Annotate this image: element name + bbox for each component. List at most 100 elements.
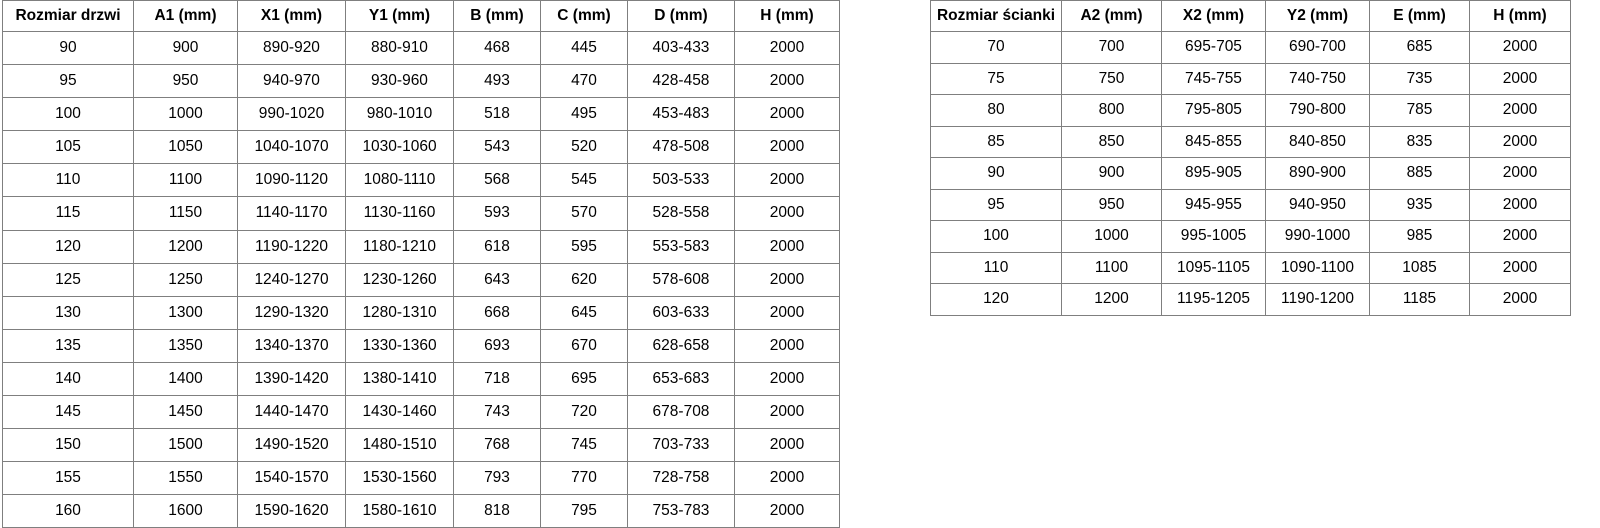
table-row: 85 850 845-855 840-850 835 2000 xyxy=(930,125,1571,158)
table-cell: 495 xyxy=(540,97,628,132)
table-cell: 2000 xyxy=(734,229,840,264)
table-cell: 880-910 xyxy=(345,30,454,66)
table-cell: 1190-1220 xyxy=(237,229,346,264)
table-cell: 445 xyxy=(540,30,628,66)
table-cell: 145 xyxy=(2,395,134,430)
table-header-row: Rozmiar ścianki A2 (mm) X2 (mm) Y2 (mm) E (m… xyxy=(930,0,1571,32)
table-cell: 1540-1570 xyxy=(237,461,346,496)
column-header: A1 (mm) xyxy=(133,0,238,32)
table-cell: 990-1020 xyxy=(237,97,346,132)
table-cell: 835 xyxy=(1369,125,1470,158)
table-cell: 2000 xyxy=(734,461,840,496)
table-cell: 2000 xyxy=(734,163,840,198)
table-cell: 950 xyxy=(1061,188,1162,221)
table-row: 125 1250 1240-1270 1230-1260 643 620 578-608 20… xyxy=(2,262,840,297)
table-cell: 545 xyxy=(540,163,628,198)
table-cell: 2000 xyxy=(1469,31,1571,64)
table-row: 150 1500 1490-1520 1480-1510 768 745 703-733 20… xyxy=(2,428,840,463)
table-cell: 890-900 xyxy=(1265,157,1370,190)
table-cell: 140 xyxy=(2,361,134,397)
table-cell: 518 xyxy=(453,97,541,132)
table-cell: 800 xyxy=(1061,94,1162,127)
table-cell: 1040-1070 xyxy=(237,130,346,165)
table-cell: 695 xyxy=(540,361,628,397)
table-cell: 1600 xyxy=(133,494,238,528)
table-cell: 795 xyxy=(540,494,628,528)
table-cell: 75 xyxy=(930,62,1062,95)
table-row: 105 1050 1040-1070 1030-1060 543 520 478-508 20… xyxy=(2,130,840,165)
table-cell: 100 xyxy=(2,97,134,132)
table-row: 155 1550 1540-1570 1530-1560 793 770 728-758 20… xyxy=(2,461,840,496)
table-cell: 70 xyxy=(930,31,1062,64)
column-header: Y2 (mm) xyxy=(1265,0,1370,32)
wall-size-table-wrapper: Rozmiar ścianki A2 (mm) X2 (mm) Y2 (mm) E (m… xyxy=(930,0,1571,316)
door-size-table-wrapper: Rozmiar drzwi A1 (mm) X1 (mm) Y1 (mm) B (mm)… xyxy=(2,0,840,528)
table-row: 120 1200 1195-1205 1190-1200 1185 2000 xyxy=(930,283,1571,316)
column-header: H (mm) xyxy=(734,0,840,32)
table-cell: 670 xyxy=(540,328,628,363)
column-header: H (mm) xyxy=(1469,0,1571,32)
table-cell: 750 xyxy=(1061,62,1162,95)
table-cell: 2000 xyxy=(734,361,840,397)
table-row: 80 800 795-805 790-800 785 2000 xyxy=(930,94,1571,127)
table-cell: 1140-1170 xyxy=(237,196,346,231)
table-cell: 95 xyxy=(930,188,1062,221)
table-row: 75 750 745-755 740-750 735 2000 xyxy=(930,62,1571,95)
table-cell: 995-1005 xyxy=(1161,220,1266,253)
table-cell: 1185 xyxy=(1369,283,1470,316)
table-cell: 940-970 xyxy=(237,64,346,99)
table-cell: 1050 xyxy=(133,130,238,165)
column-header: E (mm) xyxy=(1369,0,1470,32)
wall-size-table: Rozmiar ścianki A2 (mm) X2 (mm) Y2 (mm) E (m… xyxy=(930,0,1571,316)
table-row: 100 1000 995-1005 990-1000 985 2000 xyxy=(930,220,1571,253)
table-cell: 1230-1260 xyxy=(345,262,454,297)
table-cell: 100 xyxy=(930,220,1062,253)
table-cell: 930-960 xyxy=(345,64,454,99)
wall-table-body: 70 700 695-705 690-700 685 2000 75 750 745-755 74… xyxy=(930,31,1571,316)
table-cell: 1150 xyxy=(133,196,238,231)
table-cell: 90 xyxy=(2,30,134,66)
table-cell: 1000 xyxy=(1061,220,1162,253)
table-cell: 115 xyxy=(2,196,134,231)
table-cell: 1550 xyxy=(133,461,238,496)
table-cell: 990-1000 xyxy=(1265,220,1370,253)
table-row: 70 700 695-705 690-700 685 2000 xyxy=(930,31,1571,64)
table-cell: 2000 xyxy=(1469,125,1571,158)
table-row: 100 1000 990-1020 980-1010 518 495 453-483 2000 xyxy=(2,97,840,132)
table-cell: 1200 xyxy=(133,229,238,264)
table-cell: 470 xyxy=(540,64,628,99)
table-cell: 840-850 xyxy=(1265,125,1370,158)
table-cell: 1450 xyxy=(133,395,238,430)
column-header: D (mm) xyxy=(627,0,735,32)
table-cell: 1300 xyxy=(133,295,238,330)
table-cell: 120 xyxy=(2,229,134,264)
table-cell: 900 xyxy=(1061,157,1162,190)
table-cell: 1430-1460 xyxy=(345,395,454,430)
table-row: 110 1100 1095-1105 1090-1100 1085 2000 xyxy=(930,251,1571,284)
table-cell: 493 xyxy=(453,64,541,99)
table-cell: 2000 xyxy=(734,395,840,430)
column-header: Rozmiar drzwi xyxy=(2,0,134,32)
table-cell: 120 xyxy=(930,283,1062,316)
table-cell: 693 xyxy=(453,328,541,363)
table-cell: 850 xyxy=(1061,125,1162,158)
table-cell: 1095-1105 xyxy=(1161,251,1266,284)
table-cell: 1180-1210 xyxy=(345,229,454,264)
table-cell: 720 xyxy=(540,395,628,430)
table-cell: 130 xyxy=(2,295,134,330)
column-header: Rozmiar ścianki xyxy=(930,0,1062,32)
table-cell: 568 xyxy=(453,163,541,198)
table-cell: 895-905 xyxy=(1161,157,1266,190)
table-cell: 695-705 xyxy=(1161,31,1266,64)
table-cell: 155 xyxy=(2,461,134,496)
table-cell: 1100 xyxy=(133,163,238,198)
table-cell: 818 xyxy=(453,494,541,528)
table-cell: 1580-1610 xyxy=(345,494,454,528)
table-row: 160 1600 1590-1620 1580-1610 818 795 753-783 20… xyxy=(2,494,840,528)
table-cell: 653-683 xyxy=(627,361,735,397)
table-cell: 885 xyxy=(1369,157,1470,190)
table-cell: 1195-1205 xyxy=(1161,283,1266,316)
table-cell: 95 xyxy=(2,64,134,99)
door-table-header: Rozmiar drzwi A1 (mm) X1 (mm) Y1 (mm) B (mm)… xyxy=(2,0,840,32)
table-cell: 2000 xyxy=(1469,94,1571,127)
